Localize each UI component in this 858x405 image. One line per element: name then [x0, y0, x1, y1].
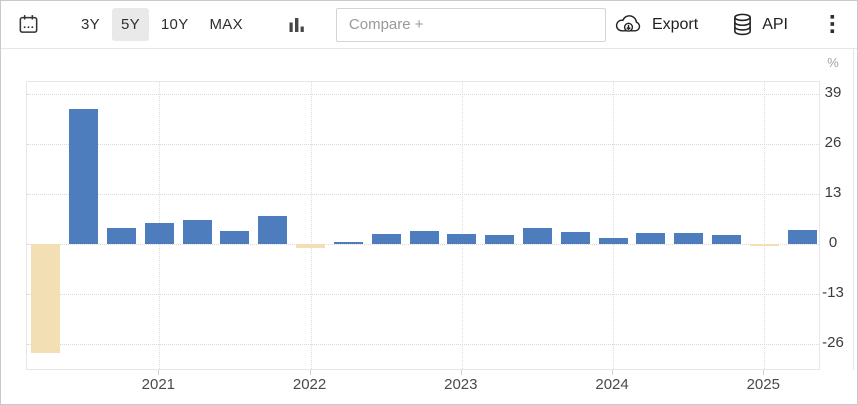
range-selector: 3Y 5Y 10Y MAX [72, 8, 252, 41]
database-icon [734, 13, 752, 36]
x-axis-tick [309, 370, 311, 375]
bar-2021-Q1 [144, 222, 174, 245]
bar-2021-Q4 [258, 216, 288, 245]
calendar-icon [19, 15, 38, 33]
more-options-button[interactable] [822, 11, 843, 38]
card-right-border [853, 49, 854, 370]
y-gridline [27, 194, 819, 196]
y-gridline [27, 244, 819, 246]
bar-2022-Q4 [409, 231, 439, 245]
bar-2023-Q1 [447, 233, 477, 245]
column-chart-icon [289, 17, 304, 32]
export-button[interactable]: Export [614, 14, 698, 35]
y-axis-tick-label: -26 [822, 334, 844, 352]
calendar-button[interactable] [13, 9, 44, 40]
x-axis-year-label: 2025 [746, 376, 780, 393]
bar-2024-Q1 [598, 238, 628, 245]
year-gridline [764, 82, 766, 369]
export-label: Export [651, 15, 699, 33]
api-label: API [762, 15, 788, 33]
bar-2020-Q4 [107, 227, 137, 245]
year-gridline [613, 82, 615, 369]
x-axis-tick [612, 370, 614, 375]
range-button-max[interactable]: MAX [201, 8, 252, 41]
bar-2022-Q2 [333, 242, 363, 245]
bar-2025-Q1 [749, 244, 779, 247]
plot-area [26, 81, 820, 370]
bar-2023-Q2 [485, 235, 515, 245]
bar-2023-Q3 [522, 227, 552, 245]
x-axis-tick [460, 370, 462, 375]
bar-2025-Q2 [787, 229, 817, 245]
toolbar: 3Y 5Y 10Y MAX Export [1, 1, 857, 49]
bar-2022-Q3 [371, 234, 401, 245]
x-axis-year-label: 2023 [444, 376, 478, 393]
y-gridline [27, 344, 819, 346]
range-button-3y[interactable]: 3Y [72, 8, 109, 41]
bar-2020-Q2 [31, 244, 61, 353]
year-gridline [310, 82, 312, 369]
y-axis-unit-label: % [827, 55, 839, 70]
y-gridline [27, 294, 819, 296]
bar-2023-Q4 [560, 232, 590, 245]
x-axis-year-label: 2022 [292, 376, 327, 393]
range-button-10y[interactable]: 10Y [152, 8, 198, 41]
y-axis-tick-label: -13 [822, 284, 844, 302]
x-axis-year-label: 2024 [595, 376, 629, 393]
chart-section: % 39 26 13 0 -13 -26 2021 2022 2023 2024 2025 [1, 49, 857, 404]
x-axis-year-label: 2021 [141, 376, 176, 393]
compare-input[interactable] [335, 7, 606, 42]
bar-2024-Q3 [674, 232, 704, 245]
api-button[interactable]: API [732, 13, 788, 36]
bar-2021-Q3 [220, 231, 250, 245]
year-gridline [461, 82, 463, 369]
range-button-5y[interactable]: 5Y [111, 8, 149, 41]
bar-2020-Q3 [69, 109, 99, 245]
kebab-menu-icon [830, 15, 835, 33]
x-axis-tick [158, 370, 160, 375]
bar-2024-Q2 [636, 232, 666, 245]
toolbar-right-group: Export API [614, 11, 843, 38]
y-gridline [27, 144, 819, 146]
y-axis-tick-label: 39 [824, 84, 842, 102]
bar-2022-Q1 [296, 244, 326, 249]
cloud-download-icon [615, 15, 641, 32]
y-axis-tick-label: 26 [824, 134, 842, 152]
chart-type-button[interactable] [284, 11, 310, 39]
x-axis-tick [763, 370, 765, 375]
y-axis-tick-label: 0 [828, 234, 838, 252]
y-axis-tick-label: 13 [824, 184, 842, 202]
bar-2021-Q2 [182, 219, 212, 245]
bar-2024-Q4 [711, 235, 741, 245]
y-gridline [27, 94, 819, 96]
